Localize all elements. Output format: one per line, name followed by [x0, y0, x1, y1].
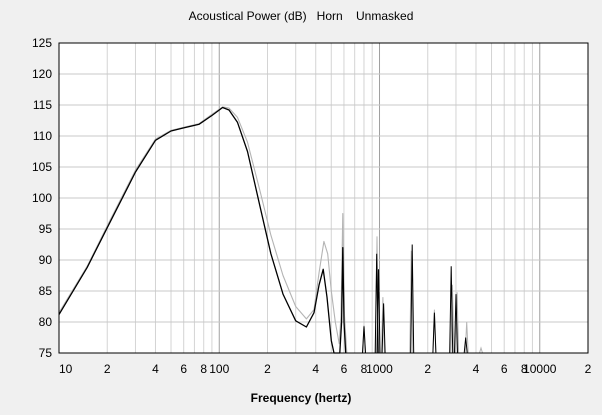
x-tick-label: 6 [180, 362, 187, 376]
x-tick-label: 4 [473, 362, 480, 376]
x-tick-label: 6 [501, 362, 508, 376]
spike-mark [455, 292, 460, 354]
y-tick-label: 120 [32, 67, 52, 81]
x-tick-label: 1000 [366, 362, 393, 376]
spike-mark [454, 294, 458, 354]
x-tick-label: 2 [104, 362, 111, 376]
x-tick-label: 8 [361, 362, 368, 376]
x-tick-label: 2 [424, 362, 431, 376]
spike-mark [362, 326, 366, 354]
x-tick-label: 4 [152, 362, 159, 376]
spike-mark [376, 269, 381, 354]
spike-mark [381, 303, 386, 354]
chart-title: Acoustical Power (dB) Horn Unmasked [188, 9, 414, 23]
y-tick-labels: 125 120 115 110 105 100 95 90 85 80 75 [32, 36, 52, 360]
spike-mark [410, 244, 415, 354]
plot-frame [58, 42, 589, 354]
x-tick-label: 6 [341, 362, 348, 376]
y-tick-label: 85 [39, 284, 53, 298]
x-tick-label: 8 [521, 362, 528, 376]
y-tick-label: 80 [39, 315, 53, 329]
x-tick-label: 2 [585, 362, 592, 376]
spike-mark [450, 284, 455, 354]
x-tick-label: 100 [209, 362, 229, 376]
y-tick-label: 90 [39, 253, 53, 267]
x-tick-label: 10 [59, 362, 73, 376]
spike-mark [463, 337, 468, 354]
x-tick-label: 10000 [523, 362, 557, 376]
y-tick-label: 110 [33, 129, 52, 143]
x-tick-label: 4 [312, 362, 319, 376]
y-tick-label: 100 [32, 191, 52, 205]
y-tick-label: 115 [33, 98, 52, 112]
spike-mark [449, 266, 454, 354]
spike-mark [432, 312, 437, 354]
x-axis-label: Frequency (hertz) [250, 391, 352, 405]
spike-mark [380, 297, 385, 354]
y-tick-label: 105 [32, 160, 52, 174]
y-tick-label: 75 [39, 346, 53, 360]
x-tick-label: 8 [200, 362, 207, 376]
series-line [58, 106, 348, 354]
grid-lines [59, 43, 588, 353]
spike-mark [479, 346, 483, 354]
x-tick-label: 2 [264, 362, 271, 376]
y-tick-label: 95 [39, 222, 53, 236]
spike-mark [409, 250, 414, 354]
y-tick-label: 125 [32, 36, 52, 50]
